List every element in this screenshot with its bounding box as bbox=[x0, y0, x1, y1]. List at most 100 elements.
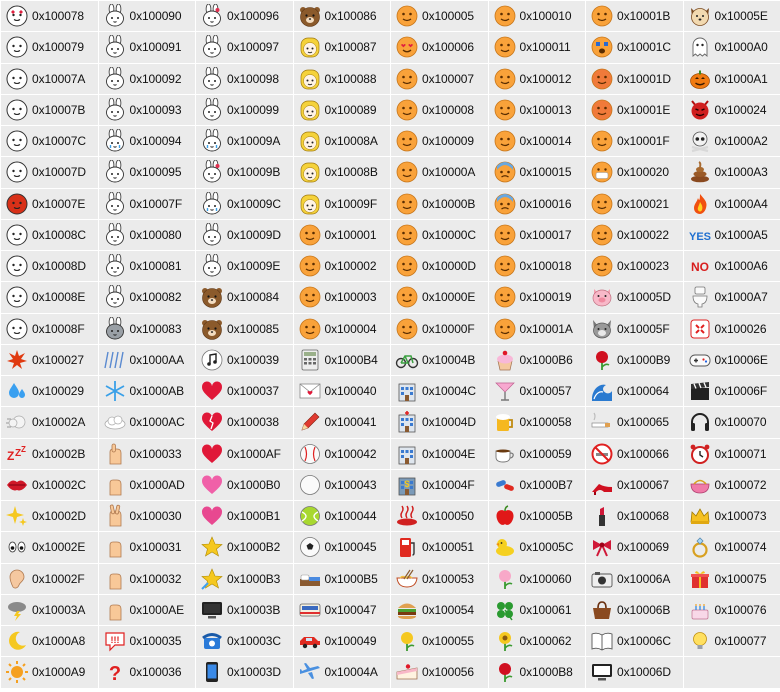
cony-angry-icon bbox=[5, 35, 29, 59]
emoji-code-label: 0x100007 bbox=[422, 71, 474, 86]
svg-text:Z: Z bbox=[15, 448, 21, 459]
emoji-cell: 0x100001 bbox=[293, 219, 390, 250]
pink-hearts-icon bbox=[200, 473, 224, 497]
emoji-code-label: 0x1000B2 bbox=[227, 540, 281, 555]
emoji-code-label: 0x100066 bbox=[617, 446, 669, 461]
emoji-code-label: 0x100049 bbox=[324, 634, 377, 649]
cony-cheering-icon bbox=[5, 98, 29, 122]
emoji-code-label: 0x100041 bbox=[324, 415, 377, 430]
emoji-cell: 0x1000B9 bbox=[586, 344, 683, 375]
emoji-cell: 0x10003D bbox=[196, 657, 293, 688]
emoji-code-label: 0x100057 bbox=[519, 384, 572, 399]
yellow-star-icon bbox=[200, 535, 224, 559]
emoji-cell: 0x100081 bbox=[98, 251, 195, 282]
emoji-cell: 0x1000A0 bbox=[683, 32, 780, 63]
emoji-code-label: 0x10008E bbox=[32, 290, 86, 305]
face-sad-icon bbox=[493, 98, 517, 122]
emoji-cell: 0x10007D bbox=[1, 157, 98, 188]
wolf-face-icon bbox=[590, 317, 614, 341]
emoji-code-label: 0x100024 bbox=[714, 102, 767, 117]
no-smoking-icon bbox=[590, 442, 614, 466]
orange-face-smile-icon bbox=[298, 223, 322, 247]
emoji-code-label: 0x100044 bbox=[324, 509, 377, 524]
cony-white-nervous-icon bbox=[103, 97, 127, 122]
svg-text:?: ? bbox=[108, 663, 120, 684]
emoji-code-label: 0x100084 bbox=[227, 290, 279, 305]
pumpkin-icon bbox=[688, 67, 712, 91]
emoji-cell: 0x10004D bbox=[391, 407, 488, 438]
rose-icon bbox=[493, 660, 517, 684]
emoji-code-label: 0x10001F bbox=[617, 134, 670, 149]
emoji-cell: 0x10000D bbox=[391, 251, 488, 282]
emoji-cell: 0x100050 bbox=[391, 501, 488, 532]
bunny-shock-icon bbox=[200, 254, 224, 278]
emoji-code-label: 0x10004E bbox=[422, 446, 476, 461]
emoji-cell: 0x10005C bbox=[488, 532, 585, 563]
emoji-cell: 0x100091 bbox=[98, 32, 195, 63]
emoji-cell: 0x10008E bbox=[1, 282, 98, 313]
cony-worried-icon bbox=[5, 317, 29, 341]
emoji-code-label: 0x10008C bbox=[32, 227, 86, 242]
coffee-cup-icon bbox=[493, 442, 517, 466]
cocktail-icon bbox=[493, 379, 517, 403]
face-dizzy-icon bbox=[590, 4, 614, 28]
emoji-code-label: 0x100002 bbox=[324, 259, 377, 274]
face-tongue-wink-icon bbox=[395, 254, 419, 278]
svg-text:NO: NO bbox=[691, 260, 709, 274]
emoji-cell: 0x10002F bbox=[1, 563, 98, 594]
emoji-code-label: 0x10006D bbox=[617, 665, 671, 680]
emoji-cell: 0x10007E bbox=[1, 188, 98, 219]
emoji-cell: 0x100065 bbox=[586, 407, 683, 438]
cherry-blossom-icon bbox=[493, 567, 517, 591]
emoji-cell: 0x100027 bbox=[1, 344, 98, 375]
emoji-code-label: 0x100022 bbox=[617, 227, 669, 242]
lips-icon bbox=[5, 473, 29, 497]
emoji-code-label: 0x100086 bbox=[324, 9, 377, 24]
face-fearful-icon bbox=[493, 192, 517, 216]
birthday-cake-icon bbox=[688, 598, 712, 622]
face-cold-sweat-icon bbox=[493, 160, 517, 184]
emoji-cell: 0x10000E bbox=[391, 282, 488, 313]
emoji-cell: 0x100042 bbox=[293, 438, 390, 469]
emoji-cell: 0x100057 bbox=[488, 376, 585, 407]
baseball-icon bbox=[298, 442, 322, 466]
emoji-code-label: 0x100071 bbox=[714, 446, 767, 461]
emoji-cell: 0x100089 bbox=[293, 94, 390, 125]
emoji-code-label: 0x1000B5 bbox=[324, 571, 378, 586]
open-hand-icon bbox=[103, 535, 127, 559]
emoji-code-label: 0x100056 bbox=[422, 665, 474, 680]
emoji-code-label: 0x100053 bbox=[422, 571, 474, 586]
brown-bear-face-icon bbox=[298, 4, 322, 28]
emoji-cell: 0x100044 bbox=[293, 501, 390, 532]
cigarette-icon bbox=[590, 410, 614, 434]
emoji-cell: 0x1000AF bbox=[196, 438, 293, 469]
pig-face-icon bbox=[590, 285, 614, 309]
bunny-surprised-icon bbox=[200, 66, 224, 91]
emoji-cell: 0x100053 bbox=[391, 563, 488, 594]
red-heart-icon bbox=[200, 442, 224, 466]
devil-icon bbox=[688, 98, 712, 122]
emoji-code-label: 0x100035 bbox=[129, 634, 182, 649]
emoji-code-label: 0x100018 bbox=[519, 259, 572, 274]
heart-speech-icon bbox=[200, 379, 224, 403]
purse-icon bbox=[688, 473, 712, 497]
face-sleepy-icon bbox=[590, 254, 614, 278]
emoji-code-label: 0x10003C bbox=[227, 634, 281, 649]
emoji-code-label: 0x100005 bbox=[422, 9, 474, 24]
emoji-cell: 0x100068 bbox=[586, 501, 683, 532]
clapping-hands-icon bbox=[103, 598, 127, 622]
emoji-code-label: 0x100023 bbox=[617, 259, 669, 274]
cony-white-neutral-icon bbox=[103, 4, 127, 28]
face-blush-icon bbox=[493, 4, 517, 28]
emoji-code-label: 0x100076 bbox=[714, 602, 767, 617]
emoji-code-label: 0x10007B bbox=[32, 102, 86, 117]
emoji-code-label: 0x10008B bbox=[324, 165, 378, 180]
brown-bear-surprised-icon bbox=[200, 317, 224, 341]
face-disappointed-icon bbox=[493, 285, 517, 309]
emoji-cell: 0x100069 bbox=[586, 532, 683, 563]
emoji-code-label: 0x1000A6 bbox=[714, 259, 768, 274]
tulip-icon bbox=[395, 629, 419, 653]
emoji-cell: 0x10004A bbox=[293, 657, 390, 688]
emoji-code-label: 0x100021 bbox=[617, 196, 669, 211]
